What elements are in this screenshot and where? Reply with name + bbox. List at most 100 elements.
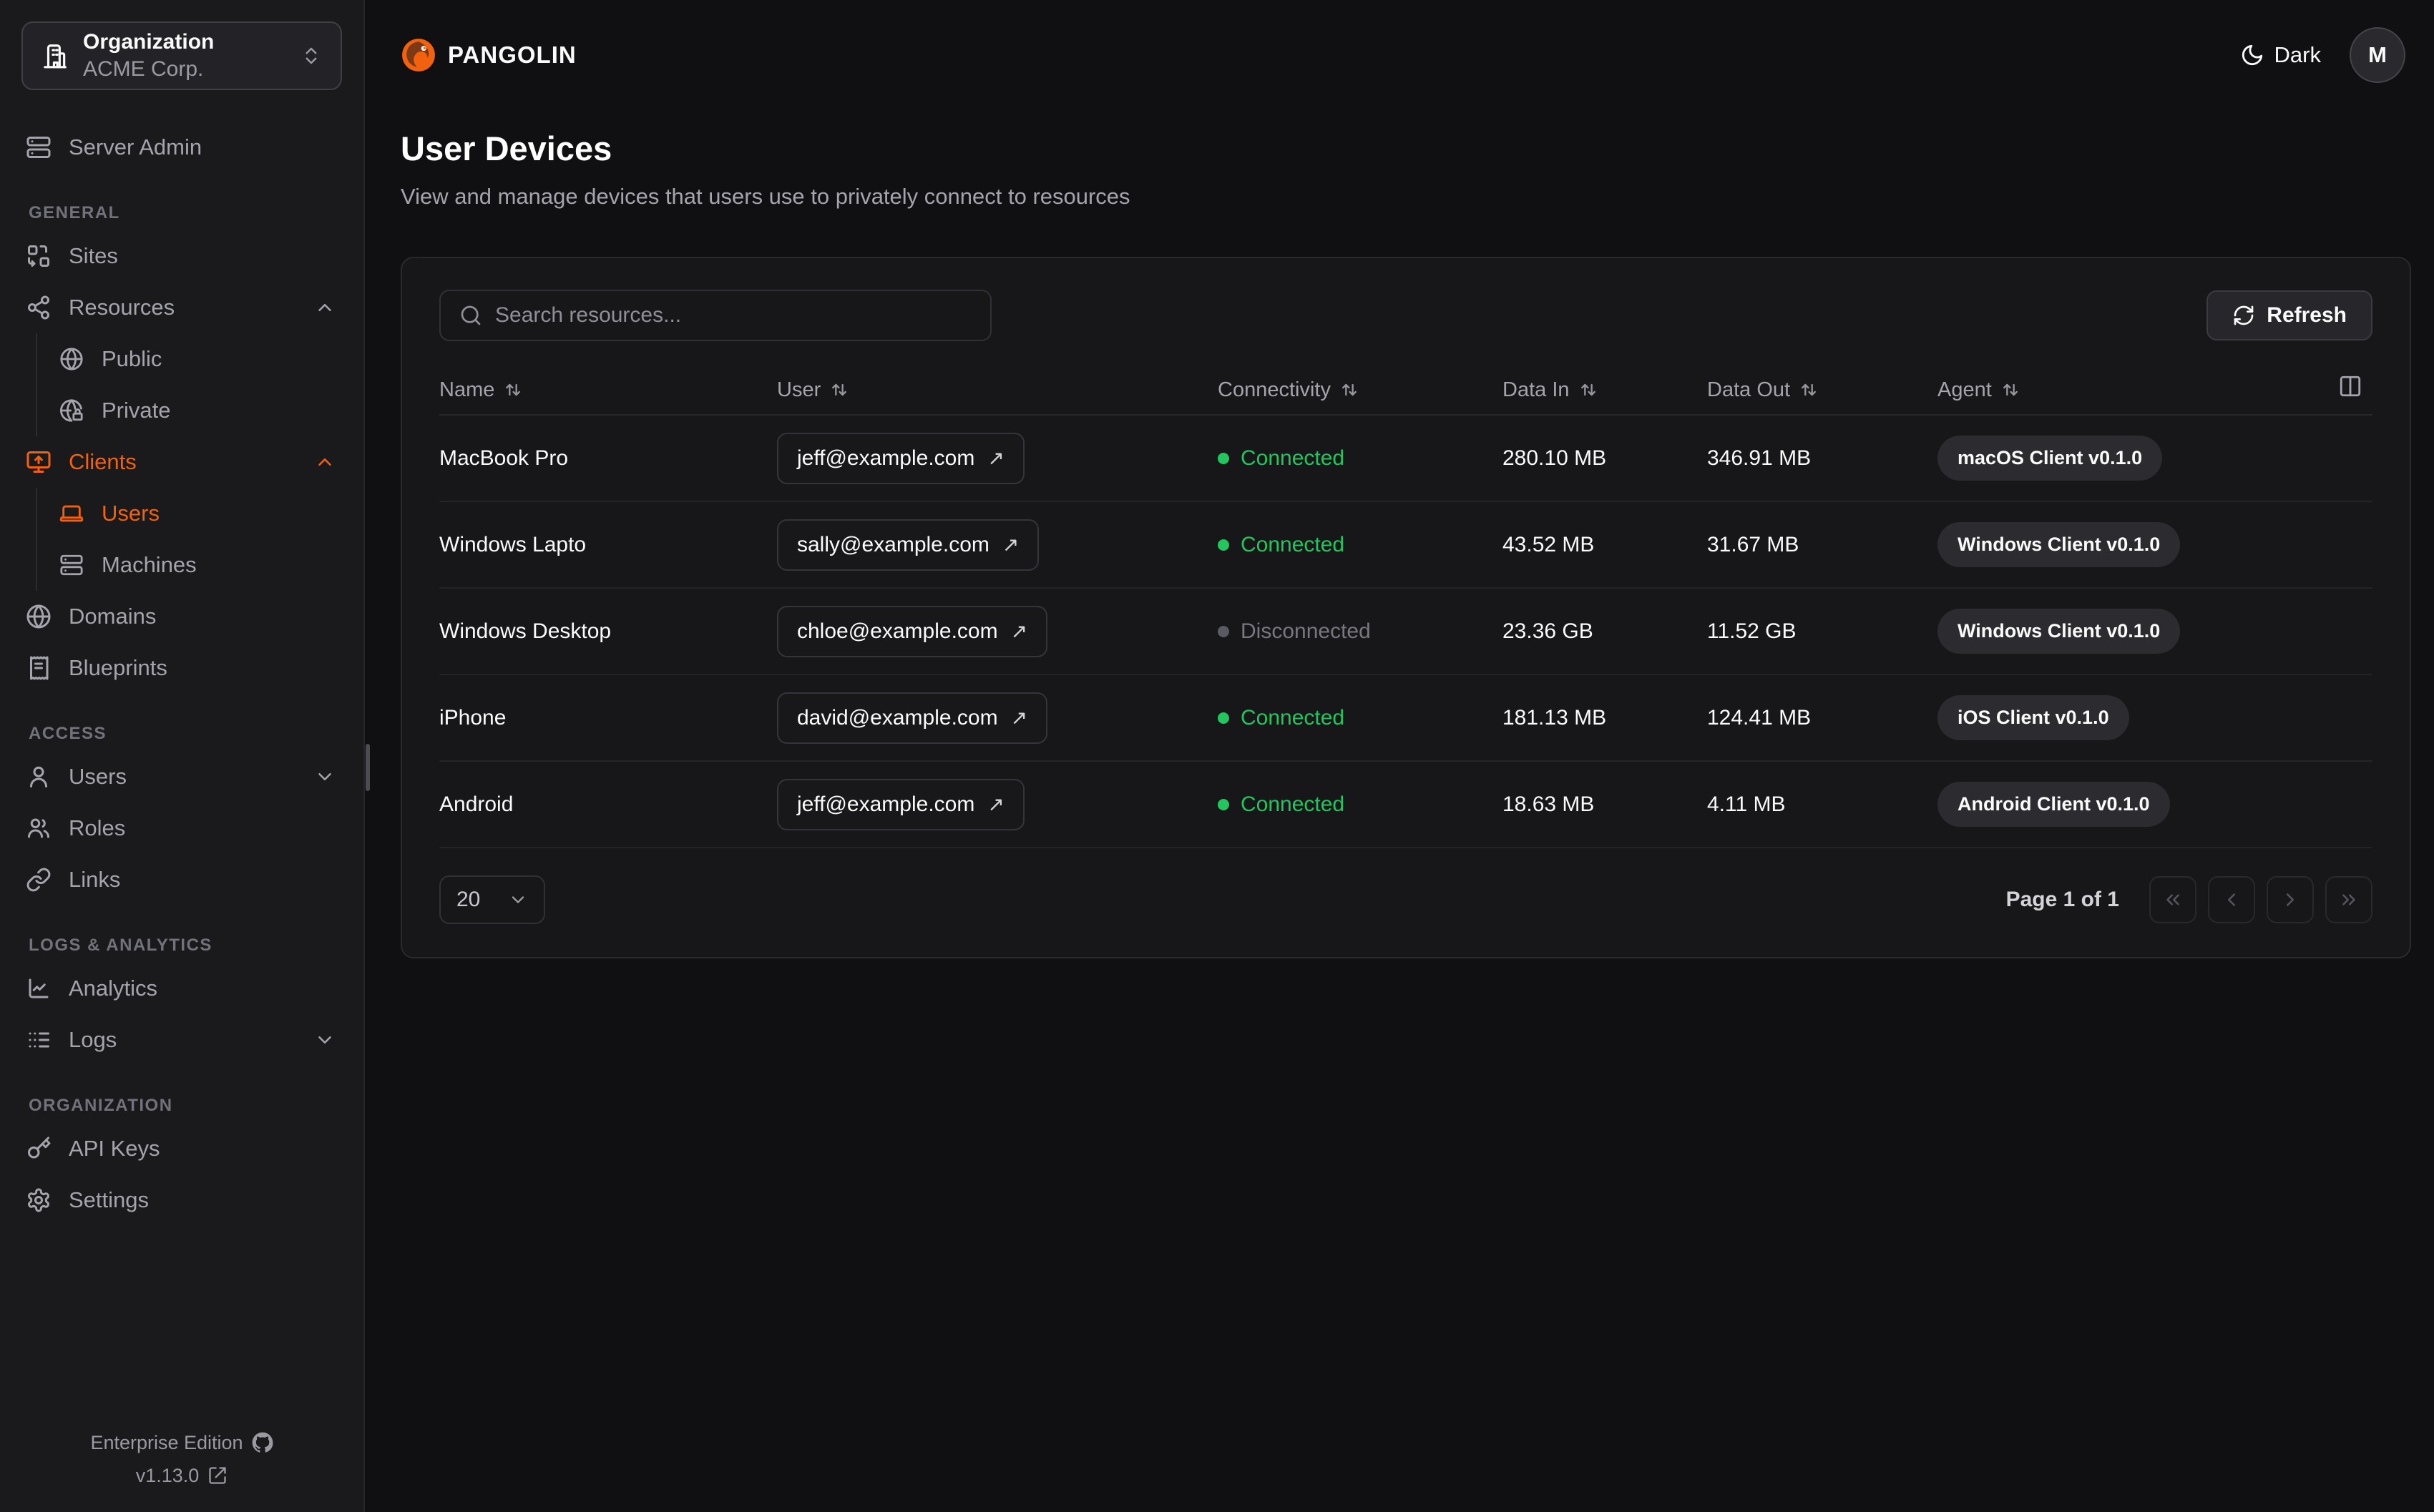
sidebar-item-blueprints[interactable]: Blueprints xyxy=(26,642,338,694)
main-area: PANGOLIN Dark M User Devices View and ma… xyxy=(365,0,2434,1512)
agent-badge: Windows Client v0.1.0 xyxy=(1937,609,2181,654)
sidebar-item-label: Settings xyxy=(69,1187,150,1212)
sidebar-item-public[interactable]: Public xyxy=(59,333,338,385)
sidebar-item-logs[interactable]: Logs xyxy=(26,1014,338,1066)
sidebar-item-users[interactable]: Users xyxy=(26,751,338,802)
sidebar-item-label: Users xyxy=(102,501,160,526)
sidebar-item-label: Clients xyxy=(69,449,137,474)
user-link-button[interactable]: jeff@example.com ↗ xyxy=(777,778,1025,830)
sort-icon xyxy=(506,383,521,396)
column-header-name[interactable]: Name xyxy=(439,378,777,402)
previous-page-button[interactable] xyxy=(2208,876,2255,923)
column-header-user[interactable]: User xyxy=(777,378,1218,402)
sidebar-item-server-admin[interactable]: Server Admin xyxy=(26,122,338,173)
status-dot xyxy=(1218,625,1229,637)
sidebar-item-api-keys[interactable]: API Keys xyxy=(26,1123,338,1174)
table-row: iPhone david@example.com ↗ Connected 181.… xyxy=(439,675,2372,762)
sidebar-item-label: Blueprints xyxy=(69,655,167,680)
data-out-value: 346.91 MB xyxy=(1707,446,1812,470)
resources-subnav: Public Private xyxy=(36,333,338,436)
chevron-up-icon xyxy=(318,304,331,311)
org-selector[interactable]: Organization ACME Corp. xyxy=(21,21,342,90)
sidebar-item-machines[interactable]: Machines xyxy=(59,539,338,591)
user-link-button[interactable]: sally@example.com ↗ xyxy=(777,519,1040,571)
sidebar-item-clients[interactable]: Clients xyxy=(26,436,338,488)
github-icon[interactable] xyxy=(252,1432,273,1453)
sort-icon xyxy=(1342,383,1357,396)
devices-card: Refresh Name User Connectivity Data In xyxy=(401,257,2411,958)
page-indicator: Page 1 of 1 xyxy=(2005,888,2119,911)
sidebar-item-label: Public xyxy=(102,346,162,371)
avatar[interactable]: M xyxy=(2350,27,2405,83)
status-dot xyxy=(1218,798,1229,810)
brand[interactable]: PANGOLIN xyxy=(401,37,577,73)
sidebar-item-analytics[interactable]: Analytics xyxy=(26,963,338,1014)
column-header-connectivity[interactable]: Connectivity xyxy=(1218,378,1502,402)
data-in-value: 280.10 MB xyxy=(1502,446,1607,470)
next-page-button[interactable] xyxy=(2267,876,2314,923)
org-selector-label: Organization xyxy=(83,30,215,54)
first-page-button[interactable] xyxy=(2149,876,2196,923)
last-page-button[interactable] xyxy=(2325,876,2372,923)
external-link-icon[interactable] xyxy=(207,1466,228,1486)
column-header-agent[interactable]: Agent xyxy=(1937,378,2372,402)
sidebar-item-label: Machines xyxy=(102,552,197,577)
user-link-button[interactable]: chloe@example.com ↗ xyxy=(777,605,1048,657)
refresh-label: Refresh xyxy=(2267,303,2347,327)
logs-icon xyxy=(29,1032,49,1048)
arrow-up-right-icon: ↗ xyxy=(1010,707,1028,729)
theme-toggle[interactable]: Dark xyxy=(2240,42,2321,68)
refresh-button[interactable]: Refresh xyxy=(2206,290,2372,340)
table-row: Windows Desktop chloe@example.com ↗ Disco… xyxy=(439,589,2372,675)
user-link-button[interactable]: jeff@example.com ↗ xyxy=(777,432,1025,484)
receipt-icon xyxy=(30,656,49,680)
columns-toggle-button[interactable] xyxy=(2338,374,2367,403)
agent-badge: iOS Client v0.1.0 xyxy=(1937,695,2129,740)
topbar: PANGOLIN Dark M xyxy=(401,0,2434,110)
card-toolbar: Refresh xyxy=(439,290,2372,341)
data-out-value: 31.67 MB xyxy=(1707,532,1799,556)
sort-icon xyxy=(1802,383,1816,396)
page-size-select[interactable]: 20 xyxy=(439,875,545,924)
sidebar-item-private[interactable]: Private xyxy=(59,385,338,436)
table-row: MacBook Pro jeff@example.com ↗ Connected … xyxy=(439,416,2372,502)
sidebar-item-roles[interactable]: Roles xyxy=(26,802,338,854)
arrow-up-right-icon: ↗ xyxy=(1002,534,1020,556)
section-label-access: ACCESS xyxy=(29,724,107,743)
sidebar-item-links[interactable]: Links xyxy=(26,854,338,905)
building-icon xyxy=(44,44,67,69)
agent-badge: macOS Client v0.1.0 xyxy=(1937,436,2163,481)
data-in-value: 23.36 GB xyxy=(1502,619,1593,643)
avatar-initial: M xyxy=(2368,42,2387,67)
sort-icon xyxy=(832,383,847,396)
search-input[interactable] xyxy=(495,303,972,328)
sidebar-item-domains[interactable]: Domains xyxy=(26,591,338,642)
sidebar-item-resources[interactable]: Resources xyxy=(26,282,338,333)
sidebar-scrollbar-thumb[interactable] xyxy=(366,744,370,791)
moon-icon xyxy=(2242,44,2262,66)
sidebar-item-sites[interactable]: Sites xyxy=(26,230,338,282)
org-selector-value: ACME Corp. xyxy=(83,57,204,81)
user-link-button[interactable]: david@example.com ↗ xyxy=(777,692,1048,744)
page-title: User Devices xyxy=(401,129,612,167)
sidebar-item-settings[interactable]: Settings xyxy=(26,1174,338,1226)
key-icon xyxy=(28,1137,51,1159)
sidebar-item-label: Resources xyxy=(69,295,175,320)
resources-icon xyxy=(28,295,49,320)
arrow-up-right-icon: ↗ xyxy=(987,447,1005,469)
gear-icon xyxy=(28,1188,49,1212)
sort-icon xyxy=(1580,383,1595,396)
device-name: Windows Desktop xyxy=(439,619,612,643)
search-box xyxy=(439,290,992,341)
sidebar-item-label: Users xyxy=(69,764,127,789)
monitor-up-icon xyxy=(26,451,51,473)
chevrons-up-down-icon xyxy=(306,47,317,64)
column-header-data-in[interactable]: Data In xyxy=(1502,378,1707,402)
column-header-data-out[interactable]: Data Out xyxy=(1707,378,1937,402)
theme-label: Dark xyxy=(2274,42,2321,67)
section-label-organization: ORGANIZATION xyxy=(29,1096,173,1115)
laptop-icon xyxy=(59,505,84,522)
connectivity-status: Connected xyxy=(1218,706,1502,730)
sidebar-item-clients-users[interactable]: Users xyxy=(59,488,338,539)
server-icon xyxy=(26,137,51,158)
